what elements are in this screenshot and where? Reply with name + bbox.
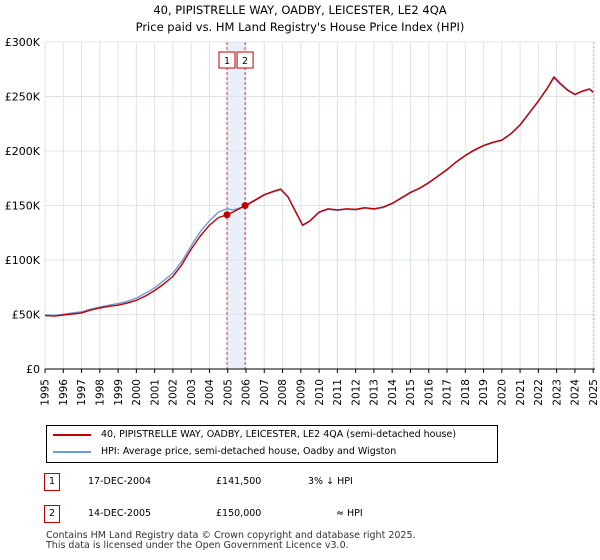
- x-tick-label: 2009: [295, 379, 307, 406]
- price-chart: 40, PIPISTRELLE WAY, OADBY, LEICESTER, L…: [5, 3, 600, 406]
- x-tick-label: 2005: [222, 379, 234, 406]
- x-tick-label: 2014: [387, 379, 399, 406]
- sale-hpi-comparison: ≈ HPI: [336, 508, 363, 519]
- chart-title: 40, PIPISTRELLE WAY, OADBY, LEICESTER, L…: [153, 3, 446, 17]
- sale-label-box-1: [218, 51, 236, 69]
- y-tick-label: £300K: [5, 36, 41, 49]
- x-tick-label: 2024: [570, 379, 582, 406]
- footer-licence: This data is licensed under the Open Gov…: [46, 540, 349, 551]
- x-tick-label: 2007: [259, 379, 271, 406]
- x-tick-label: 2008: [277, 379, 289, 406]
- x-tick-label: 2023: [551, 379, 563, 406]
- sale-price: £141,500: [216, 476, 262, 487]
- x-tick-label: 2025: [588, 379, 600, 406]
- x-tick-label: 2018: [460, 379, 472, 406]
- footer: Contains HM Land Registry data © Crown c…: [46, 531, 416, 551]
- sale-label-box-2: [236, 51, 254, 69]
- x-tick-label: 2004: [204, 379, 216, 406]
- x-tick-label: 2013: [369, 379, 381, 406]
- x-tick-label: 1998: [94, 379, 106, 406]
- y-tick-label: £150K: [5, 200, 41, 213]
- x-tick-label: 2001: [149, 379, 161, 406]
- y-tick-label: £200K: [5, 145, 41, 158]
- x-tick-label: 1996: [58, 379, 70, 406]
- x-tick-label: 2022: [533, 379, 545, 406]
- sale-badge: 1: [44, 473, 60, 491]
- x-tick-label: 1995: [40, 379, 52, 406]
- x-tick-label: 2016: [423, 379, 435, 406]
- sale-point-1: [223, 211, 231, 219]
- y-tick-label: £0: [26, 363, 40, 376]
- sale-point-2: [241, 202, 249, 209]
- sale-date: 14-DEC-2005: [88, 508, 152, 519]
- x-tick-label: 2011: [332, 379, 344, 406]
- y-tick-label: £250K: [5, 91, 41, 104]
- legend-label-property: 40, PIPISTRELLE WAY, OADBY, LEICESTER, L…: [101, 429, 457, 440]
- legend-label-hpi: HPI: Average price, semi-detached house,…: [101, 446, 397, 457]
- chart-subtitle: Price paid vs. HM Land Registry's House …: [136, 20, 465, 34]
- x-tick-label: 2003: [186, 379, 198, 406]
- y-tick-label: £100K: [5, 254, 41, 267]
- x-tick-label: 2020: [496, 379, 508, 406]
- sale-badge: 2: [44, 505, 60, 523]
- sale-label-1: 1: [224, 56, 230, 67]
- x-tick-label: 2002: [168, 379, 180, 406]
- x-tick-label: 1999: [113, 379, 125, 406]
- x-tick-label: 2012: [350, 379, 362, 406]
- x-tick-label: 2017: [442, 379, 454, 406]
- sale-hpi-comparison: 3% ↓ HPI: [308, 476, 353, 487]
- sale-date: 17-DEC-2004: [88, 476, 152, 487]
- x-tick-label: 1997: [76, 379, 88, 406]
- x-tick-label: 2006: [241, 379, 253, 406]
- footer-copyright: Contains HM Land Registry data © Crown c…: [46, 530, 416, 541]
- x-tick-label: 2000: [131, 379, 143, 406]
- x-tick-label: 2010: [314, 379, 326, 406]
- legend-swatch-hpi: [53, 451, 91, 453]
- legend: 40, PIPISTRELLE WAY, OADBY, LEICESTER, L…: [46, 425, 498, 463]
- sale-label-2: 2: [242, 56, 248, 67]
- x-tick-label: 2021: [515, 379, 527, 406]
- plot-area: 1 2 1995 1996 1997 1998 1999 2000 2001 2002 2003 20…: [5, 36, 600, 406]
- property-price-line: [44, 76, 594, 317]
- y-tick-label: £50K: [12, 309, 41, 322]
- x-tick-label: 2019: [478, 379, 490, 406]
- sale-price: £150,000: [216, 508, 262, 519]
- legend-swatch-property: [53, 434, 91, 436]
- x-tick-label: 2015: [405, 379, 417, 406]
